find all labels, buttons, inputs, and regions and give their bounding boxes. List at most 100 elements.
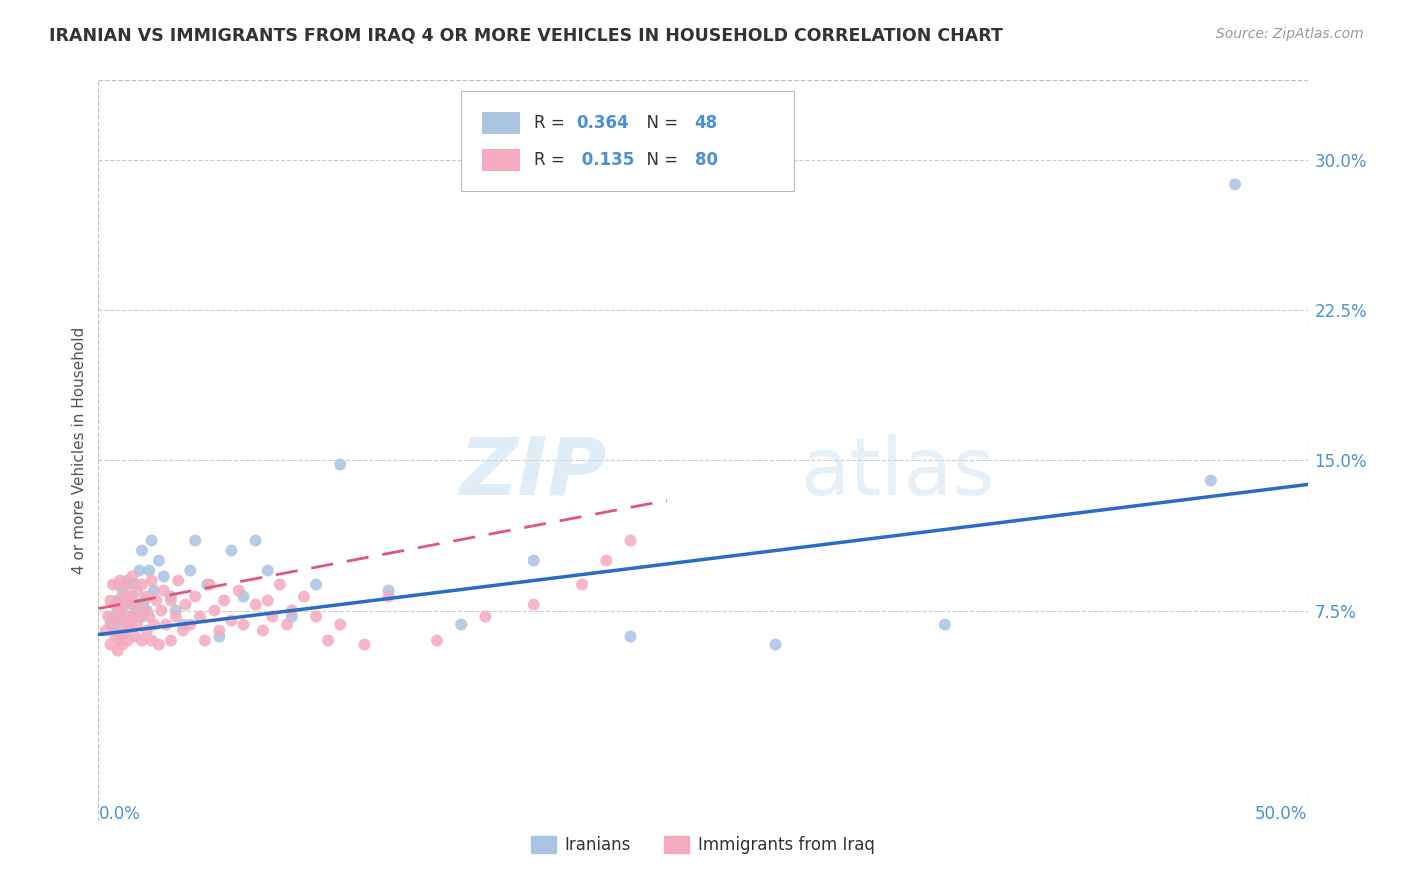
Point xyxy=(104,630,127,644)
Legend: Iranians, Immigrants from Iraq: Iranians, Immigrants from Iraq xyxy=(524,829,882,861)
Point xyxy=(148,553,170,567)
Point xyxy=(212,593,235,607)
Point xyxy=(145,593,167,607)
Point xyxy=(141,533,163,548)
Point xyxy=(131,633,153,648)
Point xyxy=(377,583,399,598)
Point xyxy=(305,577,328,591)
Text: atlas: atlas xyxy=(800,434,994,512)
Point xyxy=(135,590,157,604)
Point xyxy=(114,598,136,612)
Point xyxy=(118,590,141,604)
Point xyxy=(114,598,136,612)
Point xyxy=(124,577,146,591)
Point xyxy=(108,633,131,648)
Point xyxy=(160,590,183,604)
Point xyxy=(117,609,139,624)
Point xyxy=(256,564,278,578)
Point xyxy=(184,533,207,548)
Point xyxy=(107,643,129,657)
Point xyxy=(101,577,124,591)
Point xyxy=(143,617,166,632)
Point xyxy=(131,543,153,558)
Text: R =: R = xyxy=(534,114,569,132)
Point xyxy=(111,638,134,652)
Point xyxy=(118,617,141,632)
Y-axis label: 4 or more Vehicles in Household: 4 or more Vehicles in Household xyxy=(72,326,87,574)
Point xyxy=(111,583,134,598)
Text: 50.0%: 50.0% xyxy=(1256,805,1308,822)
Point xyxy=(165,609,187,624)
Text: Source: ZipAtlas.com: Source: ZipAtlas.com xyxy=(1216,27,1364,41)
Point xyxy=(100,638,122,652)
Point xyxy=(377,590,399,604)
Point xyxy=(143,583,166,598)
Point xyxy=(138,609,160,624)
Point xyxy=(450,617,472,632)
Point xyxy=(198,577,221,591)
Point xyxy=(160,633,183,648)
Point xyxy=(165,603,187,617)
Point xyxy=(127,617,149,632)
Point xyxy=(131,577,153,591)
Point xyxy=(108,614,131,628)
Point xyxy=(117,574,139,588)
Point xyxy=(208,624,231,638)
Point xyxy=(97,609,120,624)
Point xyxy=(1223,178,1246,192)
Point xyxy=(150,603,173,617)
Point xyxy=(329,617,352,632)
Point xyxy=(172,624,194,638)
Point xyxy=(108,603,131,617)
Point xyxy=(141,574,163,588)
Point xyxy=(281,609,304,624)
Point xyxy=(221,614,243,628)
Point xyxy=(1199,474,1222,488)
Point xyxy=(262,609,284,624)
Point xyxy=(353,638,375,652)
Text: R =: R = xyxy=(534,152,569,169)
Point xyxy=(619,630,641,644)
Point xyxy=(138,564,160,578)
Point xyxy=(107,603,129,617)
Point xyxy=(934,617,956,632)
Point xyxy=(245,598,267,612)
Point xyxy=(571,577,593,591)
Point xyxy=(523,598,546,612)
Point xyxy=(124,598,146,612)
FancyBboxPatch shape xyxy=(461,91,793,191)
Point xyxy=(228,583,250,598)
Point xyxy=(188,609,211,624)
Point xyxy=(184,590,207,604)
Point xyxy=(474,609,496,624)
Point xyxy=(127,598,149,612)
Point xyxy=(128,564,150,578)
Point xyxy=(152,583,174,598)
Point xyxy=(117,577,139,591)
Point xyxy=(101,617,124,632)
Point xyxy=(135,603,157,617)
Text: 48: 48 xyxy=(695,114,717,132)
Point xyxy=(114,624,136,638)
Point xyxy=(194,633,217,648)
Point xyxy=(134,603,156,617)
Point xyxy=(104,624,127,638)
Point xyxy=(127,583,149,598)
Point xyxy=(141,633,163,648)
Point xyxy=(523,553,546,567)
Point xyxy=(765,638,787,652)
Bar xyxy=(482,149,520,171)
Text: 0.364: 0.364 xyxy=(576,114,628,132)
Point xyxy=(94,624,117,638)
Text: N =: N = xyxy=(637,152,683,169)
Point xyxy=(118,617,141,632)
Point xyxy=(121,569,143,583)
Point xyxy=(148,638,170,652)
Point xyxy=(111,627,134,641)
Point xyxy=(221,543,243,558)
Point xyxy=(135,624,157,638)
Point xyxy=(160,593,183,607)
Text: 0.135: 0.135 xyxy=(576,152,634,169)
Point xyxy=(152,569,174,583)
Point xyxy=(134,593,156,607)
